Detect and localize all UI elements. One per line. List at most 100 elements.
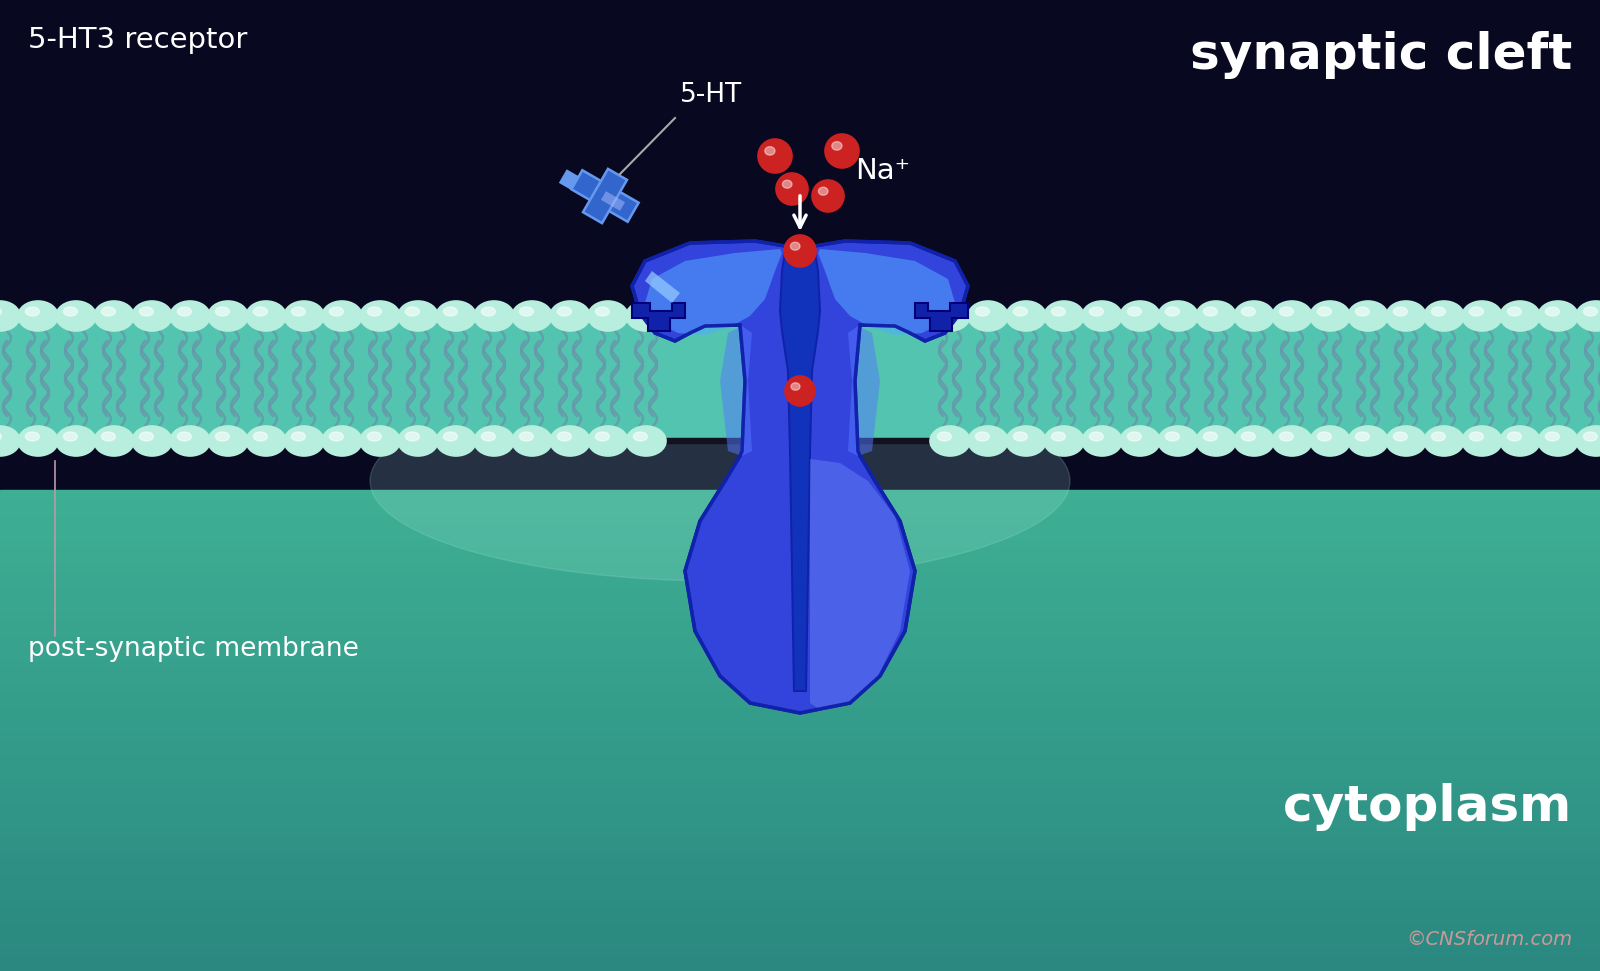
Text: cytoplasm: cytoplasm <box>1283 783 1571 831</box>
Ellipse shape <box>170 426 210 456</box>
Ellipse shape <box>1424 426 1464 456</box>
Ellipse shape <box>0 301 19 331</box>
Ellipse shape <box>405 432 419 441</box>
Ellipse shape <box>216 432 229 441</box>
Bar <box>0 906 1600 915</box>
Ellipse shape <box>595 432 610 441</box>
Polygon shape <box>632 303 685 331</box>
Circle shape <box>776 173 808 205</box>
Ellipse shape <box>398 301 438 331</box>
Polygon shape <box>810 459 910 711</box>
Ellipse shape <box>634 307 648 316</box>
Bar <box>0 778 1600 787</box>
Ellipse shape <box>368 432 381 441</box>
Bar <box>0 506 1600 515</box>
Ellipse shape <box>405 307 419 316</box>
Ellipse shape <box>550 426 590 456</box>
Polygon shape <box>848 326 880 456</box>
Ellipse shape <box>330 307 344 316</box>
Ellipse shape <box>550 301 590 331</box>
Bar <box>0 722 1600 731</box>
Ellipse shape <box>131 426 173 456</box>
Bar <box>0 698 1600 707</box>
Ellipse shape <box>1006 426 1046 456</box>
Ellipse shape <box>1197 301 1235 331</box>
Ellipse shape <box>322 301 362 331</box>
Bar <box>0 610 1600 619</box>
Ellipse shape <box>765 147 774 155</box>
Bar <box>0 530 1600 539</box>
Bar <box>0 826 1600 835</box>
Ellipse shape <box>1051 307 1066 316</box>
Text: Na⁺: Na⁺ <box>854 157 910 185</box>
Circle shape <box>813 180 845 212</box>
Ellipse shape <box>1197 426 1235 456</box>
Ellipse shape <box>482 432 496 441</box>
Bar <box>0 313 1600 318</box>
Ellipse shape <box>976 432 989 441</box>
Ellipse shape <box>634 432 648 441</box>
Ellipse shape <box>1082 426 1122 456</box>
Ellipse shape <box>832 142 842 151</box>
Bar <box>0 634 1600 643</box>
Ellipse shape <box>0 426 19 456</box>
Ellipse shape <box>1090 307 1104 316</box>
Text: 5-HT3 receptor: 5-HT3 receptor <box>29 26 248 54</box>
Bar <box>0 850 1600 859</box>
Bar <box>0 562 1600 571</box>
Ellipse shape <box>443 432 458 441</box>
Ellipse shape <box>1006 301 1046 331</box>
Bar <box>0 818 1600 827</box>
Bar <box>0 954 1600 963</box>
Ellipse shape <box>1317 307 1331 316</box>
Ellipse shape <box>139 307 154 316</box>
Ellipse shape <box>938 432 952 441</box>
Bar <box>0 498 1600 507</box>
Ellipse shape <box>330 432 344 441</box>
Polygon shape <box>915 303 968 331</box>
Ellipse shape <box>435 426 477 456</box>
Ellipse shape <box>1507 307 1522 316</box>
Bar <box>0 0 1600 491</box>
Ellipse shape <box>520 432 533 441</box>
Ellipse shape <box>1432 307 1445 316</box>
Bar <box>0 642 1600 651</box>
Ellipse shape <box>1043 301 1085 331</box>
Ellipse shape <box>1394 432 1408 441</box>
Ellipse shape <box>1584 432 1597 441</box>
Ellipse shape <box>1462 426 1502 456</box>
Ellipse shape <box>1507 432 1522 441</box>
Polygon shape <box>602 191 626 211</box>
Ellipse shape <box>1280 307 1293 316</box>
Ellipse shape <box>1043 426 1085 456</box>
Bar <box>0 490 1600 499</box>
Ellipse shape <box>474 301 514 331</box>
Ellipse shape <box>1469 307 1483 316</box>
Ellipse shape <box>1317 432 1331 441</box>
Bar <box>0 922 1600 931</box>
Ellipse shape <box>1165 432 1179 441</box>
Ellipse shape <box>291 432 306 441</box>
Ellipse shape <box>1128 307 1141 316</box>
Ellipse shape <box>285 301 323 331</box>
Ellipse shape <box>1272 426 1312 456</box>
Bar <box>0 890 1600 899</box>
Ellipse shape <box>589 426 627 456</box>
Circle shape <box>758 139 792 173</box>
Ellipse shape <box>178 432 192 441</box>
Ellipse shape <box>1203 307 1218 316</box>
Ellipse shape <box>1347 426 1389 456</box>
Ellipse shape <box>968 426 1008 456</box>
Bar <box>0 714 1600 723</box>
Ellipse shape <box>1424 301 1464 331</box>
Ellipse shape <box>291 307 306 316</box>
Ellipse shape <box>398 426 438 456</box>
Bar <box>0 666 1600 675</box>
Ellipse shape <box>322 426 362 456</box>
Bar <box>0 658 1600 667</box>
Ellipse shape <box>1355 432 1370 441</box>
Bar <box>0 930 1600 939</box>
Bar <box>0 938 1600 947</box>
Ellipse shape <box>1158 301 1198 331</box>
Ellipse shape <box>1120 301 1160 331</box>
